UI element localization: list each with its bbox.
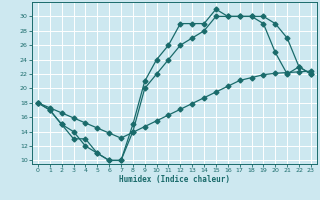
X-axis label: Humidex (Indice chaleur): Humidex (Indice chaleur) xyxy=(119,175,230,184)
